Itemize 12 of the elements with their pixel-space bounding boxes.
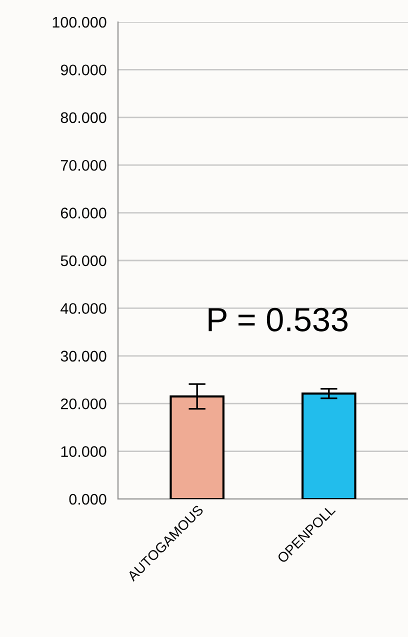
y-tick-label: 80.000: [60, 112, 106, 124]
y-tick-label: 20.000: [60, 398, 106, 410]
y-tick-label: 10.000: [61, 446, 106, 457]
y-tick-label: 0.000: [69, 494, 106, 505]
y-tick-label: 60.000: [60, 208, 106, 218]
annotation: P = 0.533: [208, 308, 348, 332]
y-tick-label: 70.000: [60, 160, 106, 171]
y-tick-label: 40.000: [60, 303, 106, 314]
y-tick-label: 30.000: [60, 350, 106, 362]
y-tick-label: 100.000: [52, 16, 106, 28]
y-tick-label: 90.000: [60, 64, 106, 76]
y-tick-label: 50.000: [60, 255, 106, 266]
